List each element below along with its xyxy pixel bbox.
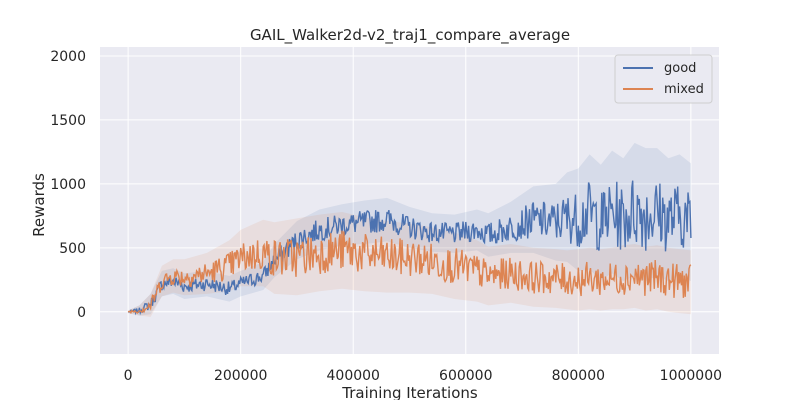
chart-title: GAIL_Walker2d-v2_traj1_compare_average xyxy=(250,26,570,45)
legend-label-mixed: mixed xyxy=(664,82,704,97)
series-line-good xyxy=(127,180,692,316)
x-tick-label: 400000 xyxy=(327,368,380,384)
x-tick-label: 800000 xyxy=(552,368,605,384)
x-tick-labels: 0 200000 400000 600000 800000 1000000 xyxy=(124,368,722,384)
x-tick-label: 200000 xyxy=(214,368,267,384)
y-tick-labels: 0 500 1000 1500 2000 xyxy=(50,49,86,321)
x-tick-label: 1000000 xyxy=(660,368,722,384)
legend-label-good: good xyxy=(664,61,696,76)
series-lines xyxy=(127,180,692,316)
series-line-mixed xyxy=(127,230,692,315)
legend: good mixed xyxy=(614,54,713,104)
x-axis-title: Training Iterations xyxy=(341,384,478,400)
y-tick-label: 1000 xyxy=(50,177,86,193)
x-tick-label: 0 xyxy=(124,368,133,384)
y-axis-title: Rewards xyxy=(30,173,48,237)
y-tick-label: 2000 xyxy=(50,49,86,65)
y-tick-label: 500 xyxy=(59,241,86,257)
y-tick-label: 0 xyxy=(77,305,86,321)
y-tick-label: 1500 xyxy=(50,113,86,129)
x-tick-label: 600000 xyxy=(439,368,492,384)
